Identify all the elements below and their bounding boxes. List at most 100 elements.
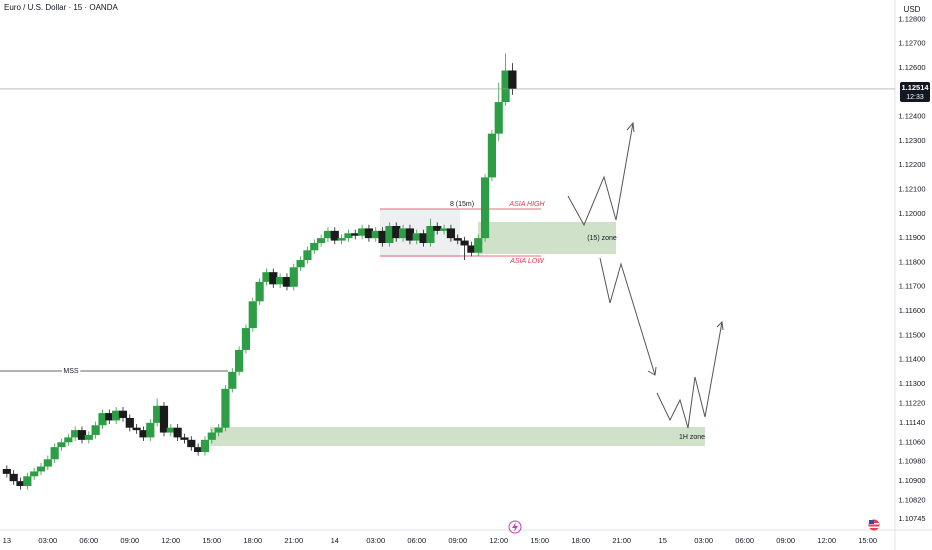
y-tick-label: 1.12100 <box>898 185 925 194</box>
candle-body <box>187 439 196 448</box>
arrowhead <box>647 366 657 376</box>
y-tick-label: 1.10980 <box>898 457 925 466</box>
annotation: ASIA LOW <box>509 258 545 265</box>
candle-body <box>235 349 244 372</box>
candle-body <box>112 410 121 421</box>
chart-title: Euro / U.S. Dollar · 15 · OANDA <box>4 3 118 12</box>
y-tick-label: 1.12700 <box>898 39 925 48</box>
y-tick-label: 1.10900 <box>898 476 925 485</box>
x-tick-label: 18:00 <box>243 536 262 545</box>
candle-body <box>276 277 285 285</box>
x-tick-label: 15:00 <box>202 536 221 545</box>
replay-icon[interactable] <box>508 520 522 534</box>
x-tick-label: 06:00 <box>735 536 754 545</box>
y-tick-label: 1.11500 <box>899 330 926 339</box>
candle-body <box>248 301 257 329</box>
x-tick-label: 12:00 <box>489 536 508 545</box>
x-tick-label: 03:00 <box>366 536 385 545</box>
candle-body <box>480 177 490 239</box>
candle-body <box>269 272 278 285</box>
y-tick-label: 1.11060 <box>899 437 926 446</box>
candle-body <box>398 228 408 239</box>
candle-body <box>9 473 18 482</box>
candle-body <box>310 243 319 251</box>
y-tick-label: 1.12000 <box>898 209 925 218</box>
y-tick-label: 1.11600 <box>899 306 926 315</box>
x-tick-label: 12:00 <box>817 536 836 545</box>
candle-body <box>385 225 394 244</box>
candle-body <box>453 238 462 241</box>
projection-path <box>656 321 723 429</box>
y-tick-label: 1.12200 <box>898 160 925 169</box>
us-flag[interactable] <box>868 519 880 531</box>
annotation: ASIA HIGH <box>508 201 545 208</box>
candle-body <box>71 430 80 438</box>
1h-zone <box>210 427 705 446</box>
candle-body <box>446 228 456 239</box>
candle-body <box>194 447 203 452</box>
x-tick-label: 12:00 <box>161 536 180 545</box>
candle-body <box>508 70 517 89</box>
projection-path <box>599 257 656 376</box>
candle-body <box>36 466 46 472</box>
candle-body <box>419 233 428 244</box>
y-tick-label: 1.10745 <box>898 514 925 523</box>
y-tick-label: 1.11400 <box>899 355 926 364</box>
candle-body <box>159 405 169 433</box>
candle-body <box>166 427 175 433</box>
flag-stripe <box>869 526 879 528</box>
flag-canton <box>869 520 874 524</box>
annotation: 8 (15m) <box>450 201 474 208</box>
candle-body <box>494 102 503 134</box>
y-tick-label: 1.11700 <box>899 282 926 291</box>
candle-body <box>221 388 230 428</box>
y-tick-label: 1.11800 <box>899 257 926 266</box>
candle-body <box>378 230 387 244</box>
icon-circle <box>508 520 522 534</box>
candle-body <box>2 469 11 474</box>
candle-body <box>474 238 483 253</box>
x-tick-label: 21:00 <box>284 536 303 545</box>
candle-body <box>323 230 333 239</box>
countdown: 12:33 <box>906 94 924 101</box>
x-tick-label: 03:00 <box>694 536 713 545</box>
candle-body <box>153 405 162 423</box>
candle-body <box>296 260 305 268</box>
candle-body <box>118 410 128 418</box>
candle-body <box>146 422 155 438</box>
candle-body <box>371 230 380 239</box>
annotation: MSS <box>63 368 79 375</box>
candle-body <box>344 233 353 239</box>
currency: USD <box>904 5 921 14</box>
x-tick-label: 09:00 <box>448 536 467 545</box>
candle-body <box>228 371 237 389</box>
projection <box>567 121 724 429</box>
y-tick-label: 1.12800 <box>898 14 925 23</box>
x-tick-label: 15:00 <box>858 536 877 545</box>
arrowhead <box>626 121 635 133</box>
candle-body <box>180 437 189 440</box>
candle-body <box>132 427 141 431</box>
x-tick-label: 15:00 <box>530 536 549 545</box>
candle-body <box>439 228 449 231</box>
candle-body <box>358 228 367 236</box>
x-tick-label: 18:00 <box>571 536 590 545</box>
arrowhead <box>716 320 724 331</box>
candle-body <box>282 277 292 287</box>
x-tick-label: 06:00 <box>79 536 98 545</box>
candle-body <box>105 413 114 421</box>
candle-body <box>337 238 346 241</box>
candle-body <box>84 434 93 440</box>
candle-body <box>139 430 148 438</box>
candle-body <box>125 417 134 428</box>
x-tick-label: 13 <box>3 536 11 545</box>
candle-body <box>262 272 271 282</box>
candle-body <box>501 70 510 103</box>
15m-zone <box>478 222 616 254</box>
candle-body <box>289 267 298 287</box>
candle-body <box>214 427 223 433</box>
x-tick-label: 06:00 <box>407 536 426 545</box>
y-tick-label: 1.12300 <box>898 136 925 145</box>
candle-body <box>460 240 469 246</box>
